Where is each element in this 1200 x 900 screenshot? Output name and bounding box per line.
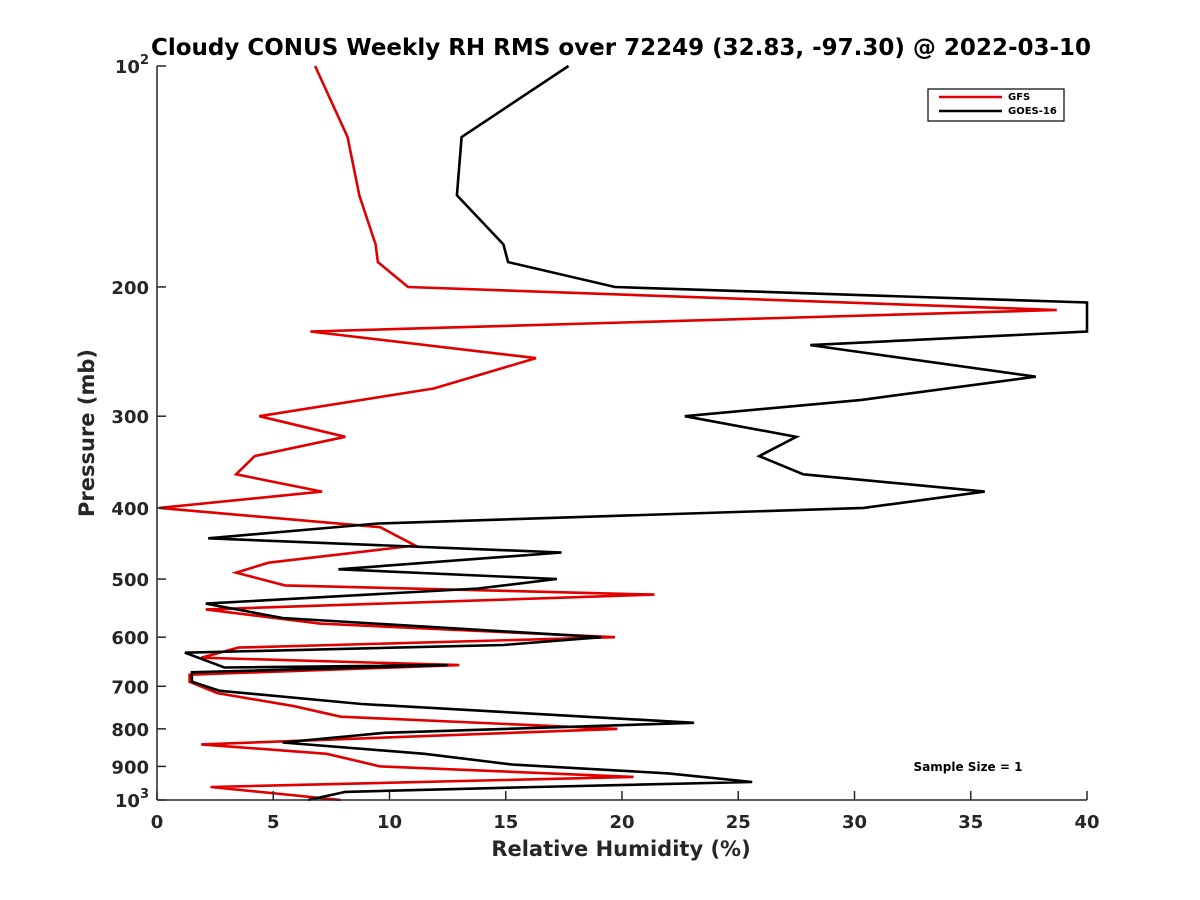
sample-size-annotation: Sample Size = 1 xyxy=(914,760,1023,774)
series-line-goes-16 xyxy=(184,64,1089,802)
y-tick-label: 200 xyxy=(111,278,149,299)
y-tick-label: 700 xyxy=(111,677,149,698)
plot-lines xyxy=(159,64,1089,802)
legend-label-goes16: GOES-16 xyxy=(1008,106,1057,117)
legend-box xyxy=(927,88,1065,122)
y-tick-label: 900 xyxy=(111,757,149,778)
y-tick-label: 600 xyxy=(111,628,149,649)
y-axis-label: Pressure (mb) xyxy=(75,349,99,517)
x-tick-label: 10 xyxy=(377,812,402,833)
y-ticks: 102 200 300 400 500 600 700 800 900 103 xyxy=(111,53,166,812)
x-axis-label: Relative Humidity (%) xyxy=(491,837,750,861)
y-tick-label: 400 xyxy=(111,499,149,520)
series-line-gfs xyxy=(159,65,1057,802)
y-tick-label: 102 xyxy=(115,53,149,78)
y-tick-label: 103 xyxy=(115,787,149,812)
chart-title: Cloudy CONUS Weekly RH RMS over 72249 (3… xyxy=(151,35,1091,61)
x-tick-label: 25 xyxy=(726,812,751,833)
x-tick-label: 15 xyxy=(493,812,518,833)
legend: GFS GOES-16 xyxy=(927,88,1065,122)
x-tick-label: 40 xyxy=(1074,812,1099,833)
x-tick-label: 20 xyxy=(609,812,634,833)
x-tick-label: 30 xyxy=(842,812,867,833)
x-ticks: 0 5 10 15 20 25 30 35 40 xyxy=(151,791,1100,833)
y-tick-label: 500 xyxy=(111,570,149,591)
legend-label-gfs: GFS xyxy=(1008,92,1030,103)
x-tick-label: 0 xyxy=(151,812,164,833)
y-tick-label: 300 xyxy=(111,407,149,428)
x-tick-label: 5 xyxy=(267,812,280,833)
y-tick-label: 800 xyxy=(111,720,149,741)
x-tick-label: 35 xyxy=(958,812,983,833)
